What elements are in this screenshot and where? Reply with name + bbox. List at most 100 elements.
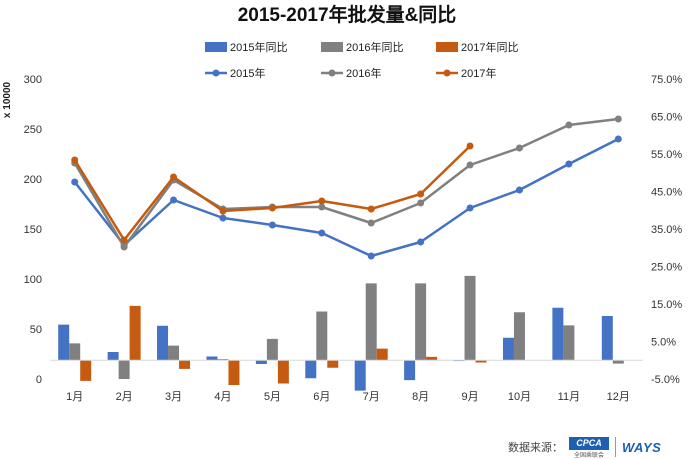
right-tick-label: 25.0% (651, 262, 682, 274)
bar (80, 360, 92, 381)
legend-label: 2016年同比 (346, 40, 403, 54)
line-point (219, 214, 227, 222)
line-point (614, 115, 622, 123)
category-label: 4月 (214, 391, 231, 403)
right-tick-label: -5.0% (651, 374, 680, 386)
line-point (71, 178, 79, 186)
line-point (565, 160, 573, 168)
right-axis-ticks: -5.0% 5.0% 15.0% 25.0% 35.0% 45.0% 55.0% 65.0% 7… (651, 74, 682, 386)
category-label: 10月 (508, 391, 531, 403)
bar (266, 338, 278, 361)
bar (552, 307, 564, 361)
line-point (614, 135, 622, 143)
legend-swatch-point (328, 69, 336, 77)
line-point (318, 203, 326, 211)
bar (563, 325, 575, 361)
source-label: 数据来源： (508, 442, 563, 454)
legend-swatch-point (443, 69, 451, 77)
bar (129, 305, 141, 361)
cpca-logo-subtext: 全国乘联会 (573, 453, 604, 459)
left-tick-label: 250 (24, 124, 42, 136)
category-label: 7月 (363, 391, 380, 403)
line-point (367, 205, 375, 213)
line-point (417, 238, 425, 246)
right-tick-label: 5.0% (651, 337, 676, 349)
bar (316, 311, 328, 361)
bar (206, 356, 218, 361)
category-labels: 1月 2月 3月 4月 5月 6月 7月 8月 9月 10月 11月 12月 (66, 391, 630, 403)
line-point (515, 144, 523, 152)
left-tick-label: 300 (24, 74, 42, 86)
category-label: 8月 (412, 391, 429, 403)
line-point (515, 186, 523, 194)
legend-swatch-bar (436, 42, 458, 52)
line-point (417, 190, 425, 198)
bar (69, 343, 81, 361)
bar (107, 352, 119, 361)
chart-title: 2015-2017年批发量&同比 (238, 3, 457, 26)
bar (376, 348, 388, 361)
cpca-logo: CPCA 全国乘联会 (569, 437, 609, 459)
line-point (120, 243, 128, 251)
right-tick-label: 45.0% (651, 187, 682, 199)
series-line (73, 137, 619, 258)
legend-label: 2017年同比 (461, 40, 518, 54)
legend-label: 2017年 (461, 66, 496, 80)
bar (58, 324, 70, 361)
left-axis-ticks: 0 50 100 150 200 250 300 (24, 74, 42, 386)
line-point (466, 161, 474, 169)
category-label: 1月 (66, 391, 83, 403)
bar (513, 312, 525, 361)
bar (305, 360, 317, 379)
bar (365, 283, 377, 361)
right-tick-label: 75.0% (651, 74, 682, 86)
bar (118, 360, 130, 379)
line-point (71, 156, 79, 164)
line-point (367, 252, 375, 260)
bar (415, 283, 427, 361)
line-point (466, 204, 474, 212)
bar (157, 325, 169, 361)
bar (179, 360, 191, 369)
category-label: 2月 (116, 391, 133, 403)
bar (464, 275, 476, 361)
bar (327, 360, 339, 368)
line-point (367, 219, 375, 227)
line-point (318, 197, 326, 205)
line-point (417, 199, 425, 207)
left-tick-label: 150 (24, 224, 42, 236)
line-point (170, 196, 178, 204)
bar-series (58, 275, 624, 391)
logo-divider (615, 437, 616, 457)
line-point (565, 121, 573, 129)
right-tick-label: 55.0% (651, 149, 682, 161)
bar (601, 316, 613, 361)
left-tick-label: 100 (24, 274, 42, 286)
legend-swatch-bar (205, 42, 227, 52)
line-point (466, 142, 474, 150)
right-tick-label: 35.0% (651, 224, 682, 236)
line-point (268, 204, 276, 212)
bar (404, 360, 416, 381)
line-point (219, 207, 227, 215)
left-tick-label: 50 (30, 324, 42, 336)
category-label: 12月 (607, 391, 630, 403)
bar (502, 337, 514, 361)
category-label: 5月 (264, 391, 281, 403)
line-series (71, 115, 622, 260)
line-point (318, 229, 326, 237)
source-footer: 数据来源： CPCA 全国乘联会 WAYS (508, 436, 661, 459)
bar (217, 359, 229, 361)
category-label: 11月 (558, 391, 580, 403)
bar (475, 360, 487, 363)
legend-swatch-point (212, 69, 220, 77)
right-tick-label: 65.0% (651, 112, 682, 124)
legend: 2015年同比 2016年同比 2017年同比 2015年 2016年 2017年 (205, 40, 518, 80)
bar (277, 360, 289, 384)
category-label: 3月 (165, 391, 182, 403)
series-line (73, 117, 619, 249)
bar (354, 360, 366, 391)
bar (426, 356, 438, 361)
left-tick-label: 200 (24, 174, 42, 186)
